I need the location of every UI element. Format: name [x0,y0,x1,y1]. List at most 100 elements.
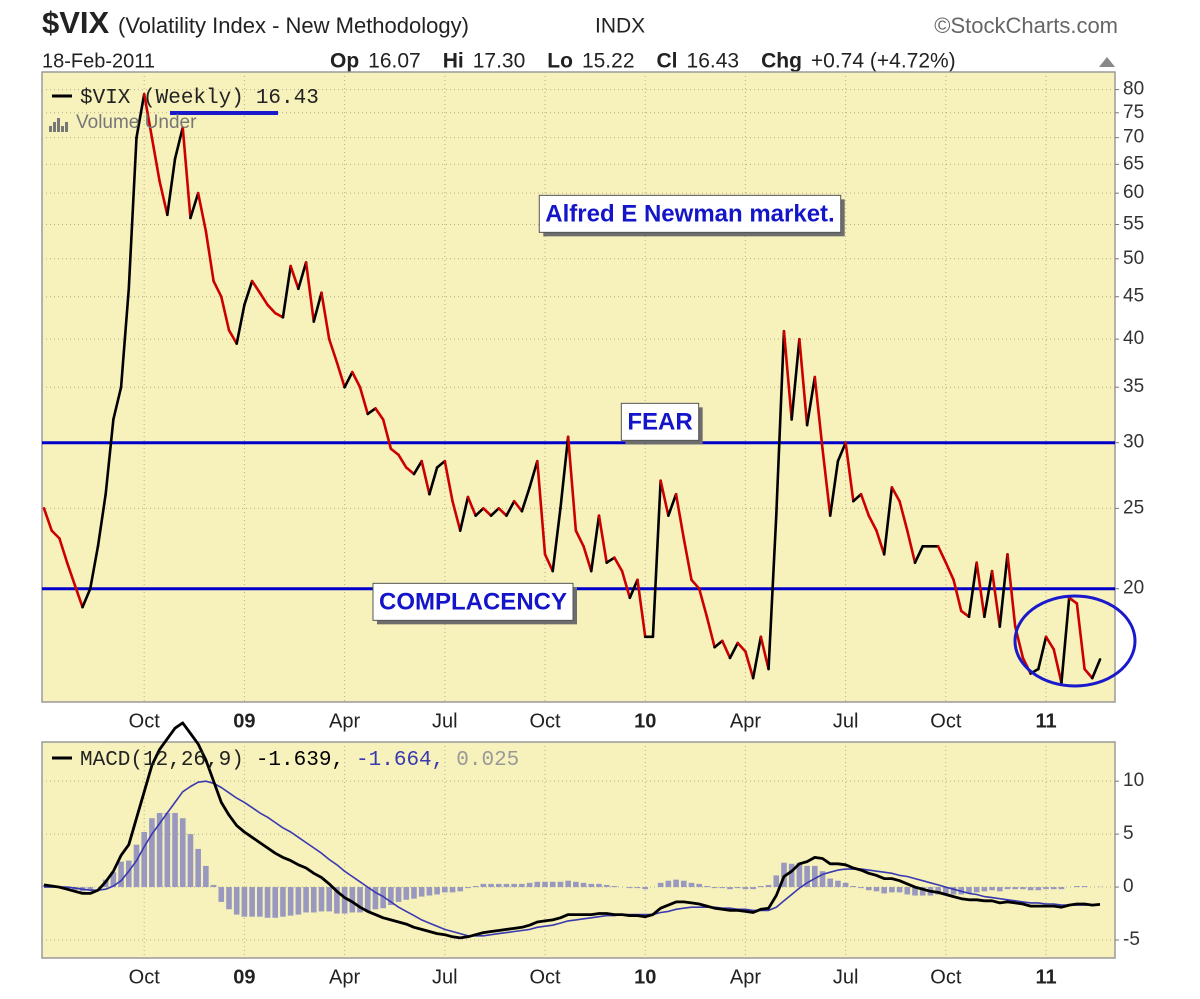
price-segment [381,418,393,451]
histogram-bar [488,883,494,888]
price-segment [366,407,377,416]
price-segment [551,507,562,573]
price-segment [258,291,269,307]
price-segment [852,492,863,503]
annotation-box [538,194,842,233]
x-tick-label: Jul [833,966,859,988]
price-segment [65,561,77,587]
price-segment [682,537,693,582]
price-segment [189,191,200,220]
histogram-bar [295,887,302,915]
price-segment [335,361,346,389]
change-value: +0.74 (+4.72%) [811,50,956,73]
x-tick-label: 10 [634,966,656,988]
histogram-bar [642,887,649,890]
histogram-bar [218,887,225,902]
price-segment [173,126,185,161]
x-tick-label: Apr [329,966,360,988]
price-segment [135,92,146,139]
x-tick-label: 11 [1035,966,1056,988]
quote-value: 16.07 [368,50,421,73]
histogram-bar [1081,886,1088,888]
price-segment [227,328,239,345]
price-segment [451,499,462,532]
histogram-bar [580,882,587,888]
histogram-bar [842,882,849,888]
histogram-bar [719,887,726,889]
macd-line [43,721,1101,940]
histogram-bar [1043,887,1049,890]
price-segment [181,126,192,220]
price-segment [805,375,817,427]
price-segment [81,587,92,609]
date: 18-Feb-2011 [42,50,155,72]
histogram-bar [742,887,749,890]
price-segment [204,229,215,283]
histogram-bar [1074,886,1080,888]
price-segment [443,459,454,503]
histogram-bar [627,887,633,889]
quote-label: Hi [443,50,464,73]
quote-value: 15.22 [582,50,635,73]
histogram-bar [303,887,309,913]
price-segment [505,499,516,517]
histogram-bar [750,887,756,890]
price-segment [813,375,824,451]
price-segment [497,507,508,517]
histogram-bar [156,812,163,888]
y-tick-label: 50 [1123,248,1144,269]
price-segment [651,479,662,639]
price-segment [466,495,477,517]
price-segment [320,291,331,341]
price-segment [913,544,925,564]
histogram-bar [411,887,417,899]
price-segment [705,615,716,649]
price-segment [836,441,847,463]
histogram-bar [418,887,425,897]
quote-label: Op [330,50,359,73]
price-segment [1060,596,1071,685]
annotation-box [620,402,700,441]
price-segment [1037,635,1048,671]
price-segment [412,459,423,476]
price-segment [1083,667,1094,680]
histogram-bar [812,865,818,888]
histogram-bar [865,887,872,891]
histogram-bar [673,879,679,888]
histogram-bar [272,887,279,918]
price-segment [458,495,470,532]
histogram-bar [827,878,834,888]
price-segment [1006,553,1017,628]
price-segment [96,492,107,548]
histogram-bar [943,887,949,895]
price-segment [166,157,177,217]
histogram-bar [125,860,132,888]
histogram-bar [349,887,356,913]
histogram-bar [711,887,718,889]
histogram-bar [912,887,918,896]
x-tick-label: Jul [432,966,458,988]
y-tick-label: 65 [1123,153,1144,174]
price-segment [327,337,339,364]
histogram-bar [195,848,201,888]
price-segment [536,459,547,556]
histogram-bar [950,887,957,895]
price-segment [482,507,493,517]
histogram-bar [919,887,926,896]
price-segment [944,561,955,582]
price-segment [882,486,894,556]
price-segment [112,385,123,421]
price-segment [88,544,100,590]
price-segment [281,264,292,319]
histogram-bar [542,881,548,888]
histogram-bar [1050,887,1057,890]
price-segment [304,261,316,323]
legend-text: MACD(12,26,9) -1.639, -1.664, 0.025 [80,749,519,772]
price-segment [736,641,747,653]
x-tick-label: 10 [634,710,656,732]
histogram-bar [765,884,772,888]
x-tick-label: 09 [233,966,255,988]
legend-value: 0.025 [456,749,519,772]
price-segment [150,136,161,183]
